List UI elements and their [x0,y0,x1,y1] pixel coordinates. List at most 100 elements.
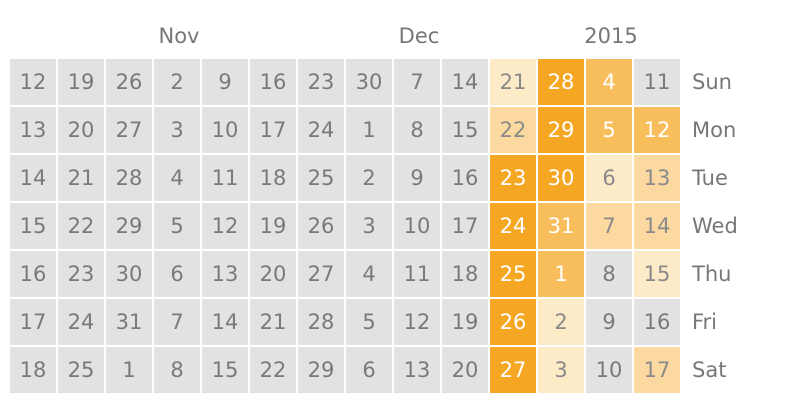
day-cell[interactable]: 26 [298,203,344,249]
day-cell[interactable]: 9 [394,155,440,201]
day-cell[interactable]: 25 [58,347,104,393]
day-cell[interactable]: 14 [442,59,488,105]
day-cell[interactable]: 4 [586,59,632,105]
day-cell[interactable]: 9 [586,299,632,345]
day-cell[interactable]: 29 [538,107,584,153]
day-cell[interactable]: 19 [442,299,488,345]
day-cell[interactable]: 1 [538,251,584,297]
day-cell[interactable]: 16 [250,59,296,105]
day-cell[interactable]: 22 [250,347,296,393]
day-cell[interactable]: 22 [490,107,536,153]
day-cell[interactable]: 2 [538,299,584,345]
day-cell[interactable]: 29 [298,347,344,393]
day-cell[interactable]: 14 [634,203,680,249]
day-cell[interactable]: 6 [586,155,632,201]
day-cell[interactable]: 1 [106,347,152,393]
day-label-sun: Sun [692,70,732,94]
day-cell[interactable]: 15 [442,107,488,153]
day-cell[interactable]: 13 [394,347,440,393]
day-cell[interactable]: 28 [106,155,152,201]
day-cell[interactable]: 14 [202,299,248,345]
day-cell[interactable]: 21 [250,299,296,345]
day-cell[interactable]: 6 [154,251,200,297]
day-cell[interactable]: 30 [538,155,584,201]
day-cell[interactable]: 10 [586,347,632,393]
day-cell[interactable]: 6 [346,347,392,393]
day-cell[interactable]: 31 [106,299,152,345]
day-cell[interactable]: 30 [106,251,152,297]
day-cell[interactable]: 16 [442,155,488,201]
day-cell[interactable]: 17 [442,203,488,249]
day-cell[interactable]: 12 [202,203,248,249]
day-label-mon: Mon [692,118,737,142]
day-cell[interactable]: 28 [298,299,344,345]
day-cell[interactable]: 13 [634,155,680,201]
day-cell[interactable]: 11 [202,155,248,201]
day-cell[interactable]: 23 [58,251,104,297]
day-cell[interactable]: 17 [10,299,56,345]
day-cell[interactable]: 12 [394,299,440,345]
day-cell[interactable]: 27 [490,347,536,393]
day-cell[interactable]: 27 [106,107,152,153]
day-cell[interactable]: 8 [394,107,440,153]
day-cell[interactable]: 5 [346,299,392,345]
day-cell[interactable]: 2 [154,59,200,105]
day-cell[interactable]: 18 [442,251,488,297]
day-cell[interactable]: 15 [10,203,56,249]
day-cell[interactable]: 12 [10,59,56,105]
day-cell[interactable]: 19 [250,203,296,249]
day-cell[interactable]: 18 [250,155,296,201]
day-cell[interactable]: 13 [202,251,248,297]
day-cell[interactable]: 28 [538,59,584,105]
day-cell[interactable]: 13 [10,107,56,153]
day-cell[interactable]: 20 [442,347,488,393]
day-cell[interactable]: 11 [394,251,440,297]
day-cell[interactable]: 4 [154,155,200,201]
day-cell[interactable]: 21 [490,59,536,105]
day-cell[interactable]: 10 [202,107,248,153]
day-cell[interactable]: 29 [106,203,152,249]
day-cell[interactable]: 2 [346,155,392,201]
day-cell[interactable]: 3 [154,107,200,153]
day-cell[interactable]: 31 [538,203,584,249]
day-cell[interactable]: 26 [106,59,152,105]
day-cell[interactable]: 27 [298,251,344,297]
day-cell[interactable]: 3 [538,347,584,393]
day-cell[interactable]: 15 [202,347,248,393]
day-cell[interactable]: 8 [586,251,632,297]
day-cell[interactable]: 20 [250,251,296,297]
day-cell[interactable]: 11 [634,59,680,105]
day-cell[interactable]: 7 [586,203,632,249]
day-cell[interactable]: 15 [634,251,680,297]
day-cell[interactable]: 3 [346,203,392,249]
day-cell[interactable]: 25 [490,251,536,297]
day-cell[interactable]: 19 [58,59,104,105]
day-cell[interactable]: 1 [346,107,392,153]
day-cell[interactable]: 17 [634,347,680,393]
day-cell[interactable]: 7 [394,59,440,105]
day-cell[interactable]: 22 [58,203,104,249]
day-cell[interactable]: 23 [298,59,344,105]
day-cell[interactable]: 5 [154,203,200,249]
day-cell[interactable]: 12 [634,107,680,153]
day-cell[interactable]: 14 [10,155,56,201]
day-cell[interactable]: 18 [10,347,56,393]
day-cell[interactable]: 21 [58,155,104,201]
day-cell[interactable]: 30 [346,59,392,105]
day-cell[interactable]: 4 [346,251,392,297]
day-cell[interactable]: 16 [10,251,56,297]
day-cell[interactable]: 26 [490,299,536,345]
day-cell[interactable]: 24 [490,203,536,249]
day-cell[interactable]: 9 [202,59,248,105]
day-cell[interactable]: 23 [490,155,536,201]
day-cell[interactable]: 5 [586,107,632,153]
day-cell[interactable]: 20 [58,107,104,153]
day-cell[interactable]: 17 [250,107,296,153]
day-cell[interactable]: 25 [298,155,344,201]
day-cell[interactable]: 24 [58,299,104,345]
day-cell[interactable]: 24 [298,107,344,153]
day-cell[interactable]: 7 [154,299,200,345]
day-cell[interactable]: 8 [154,347,200,393]
day-cell[interactable]: 16 [634,299,680,345]
day-cell[interactable]: 10 [394,203,440,249]
